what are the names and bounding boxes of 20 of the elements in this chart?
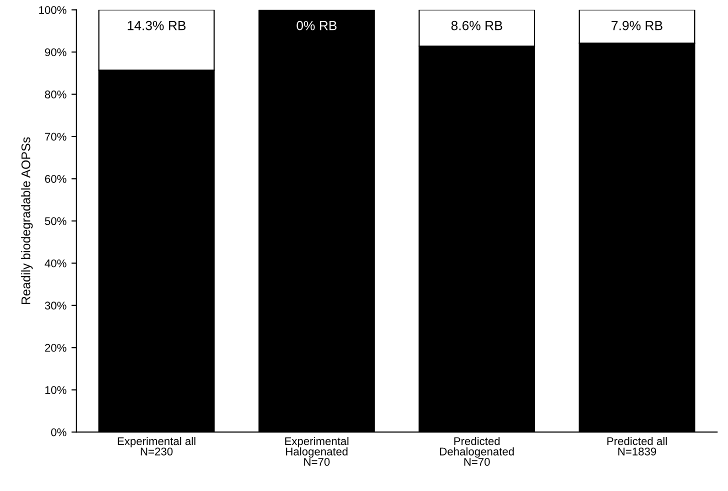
- x-tick-label: Experimental all N=230: [118, 436, 196, 456]
- y-tick-label: 70%: [45, 132, 66, 141]
- y-tick-label: 0%: [51, 428, 66, 436]
- data-label: 8.6% RB: [451, 20, 502, 30]
- y-tick-label: 30%: [44, 302, 66, 310]
- y-tick-label: 60%: [45, 174, 66, 183]
- y-tick-label: 80%: [44, 90, 66, 98]
- y-tick-label: 10%: [45, 386, 66, 394]
- y-tick-label: 50%: [44, 217, 66, 226]
- y-tick-label: 20%: [45, 344, 66, 352]
- data-label: 14.3% RB: [128, 20, 186, 30]
- data-label: 0% RB: [296, 20, 337, 30]
- x-tick-label: Predicted all N=1839: [607, 436, 667, 456]
- x-tick-label: Experimental Halogenated N=70: [285, 436, 348, 466]
- x-tick-label: Predicted Dehalogenated N=70: [440, 436, 514, 466]
- y-tick-label: 40%: [44, 259, 66, 268]
- y-axis-title: Readily biodegradable AOPSs: [21, 137, 33, 304]
- y-tick-label: 100%: [39, 6, 66, 14]
- data-label: 7.9% RB: [612, 20, 662, 30]
- y-tick-label: 90%: [45, 48, 66, 56]
